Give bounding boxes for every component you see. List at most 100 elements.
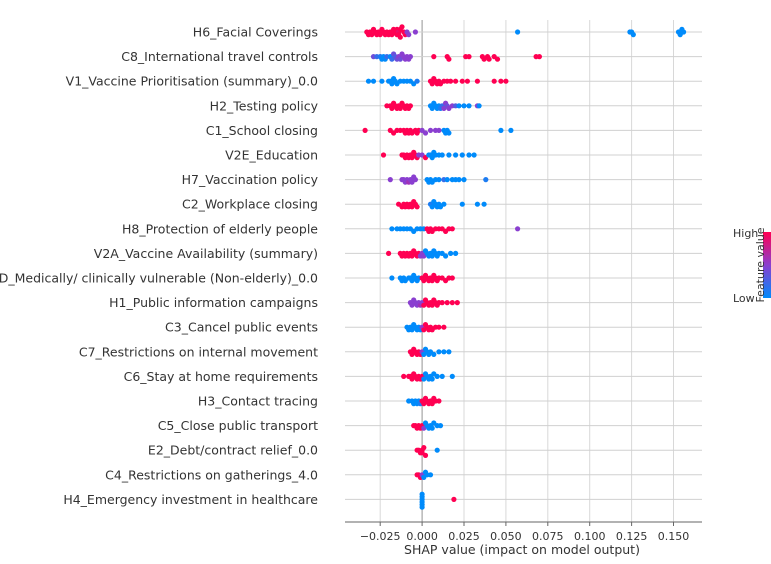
shap-point (407, 103, 413, 109)
shap-point (461, 103, 467, 109)
x-tick-label: 0.100 (574, 530, 606, 543)
shap-point (414, 204, 420, 210)
shap-point (466, 103, 472, 109)
shap-point (407, 54, 413, 60)
shap-point (434, 373, 440, 379)
shap-point (427, 127, 434, 133)
shap-point (459, 152, 465, 158)
x-tick-label: 0.000 (406, 530, 438, 543)
shap-point (380, 152, 387, 158)
shap-point (449, 226, 455, 232)
colorbar-title: Feature value (754, 227, 767, 302)
shap-point (453, 250, 459, 256)
shap-point (379, 78, 385, 84)
shap-point (446, 152, 452, 158)
colorbar: High Low Feature value (733, 227, 771, 305)
shap-point (422, 452, 429, 458)
shap-point (459, 78, 465, 84)
shap-point (446, 349, 452, 355)
shap-point (387, 177, 393, 183)
shap-point (414, 78, 420, 84)
feature-label: H3_Contact tracing (198, 394, 318, 409)
shap-point (464, 78, 470, 84)
shap-point (439, 152, 445, 158)
feature-label: C4_Restrictions on gatherings_4.0 (105, 467, 318, 482)
shap-point (503, 78, 509, 84)
shap-point (436, 127, 442, 133)
shap-point (453, 152, 459, 158)
colorbar-low-label: Low (733, 292, 755, 305)
shap-point (481, 201, 487, 207)
shap-point (436, 398, 442, 404)
shap-point (441, 324, 447, 330)
shap-point (441, 201, 447, 207)
shap-point (439, 373, 445, 379)
feature-label: H8_Protection of elderly people (122, 221, 318, 236)
shap-point (422, 130, 429, 136)
shap-point (466, 54, 472, 60)
shap-point (446, 56, 452, 62)
shap-point (397, 34, 403, 40)
shap-point (436, 349, 442, 355)
feature-label: V2E_Education (225, 148, 318, 163)
feature-label: H7_Vaccination policy (182, 172, 319, 187)
shap-point (449, 300, 455, 306)
shap-point (681, 29, 687, 35)
feature-label: C5_Close public transport (158, 418, 318, 433)
shap-point (630, 31, 636, 38)
colorbar-high-label: High (733, 227, 758, 240)
shap-point (419, 491, 425, 497)
x-tick-label: −0.025 (360, 530, 401, 543)
x-tick-label: 0.150 (658, 530, 690, 543)
x-tick-label: 0.075 (532, 530, 564, 543)
x-tick-label: 0.125 (616, 530, 648, 543)
shap-point (451, 496, 457, 502)
shap-point (471, 152, 477, 158)
shap-point (436, 177, 442, 183)
shap-point (498, 127, 504, 133)
x-axis: −0.025 0.000 0.025 0.050 0.075 0.100 0.125 0.15… (345, 521, 702, 543)
x-tick-label: 0.050 (490, 530, 522, 543)
shap-point (453, 78, 459, 84)
shap-point (431, 54, 437, 60)
shap-point (389, 226, 395, 232)
feature-label: C3_Cancel public events (165, 320, 318, 335)
feature-label: C6_Stay at home requirements (124, 369, 318, 384)
feature-label: C8_International travel controls (121, 49, 318, 64)
feature-rows: H6_Facial Coverings C8_International trav… (0, 25, 702, 507)
shap-point (406, 31, 412, 38)
shap-point (456, 177, 462, 183)
x-tick-label: 0.025 (448, 530, 480, 543)
colorbar-gradient (763, 232, 771, 298)
shap-point (448, 78, 454, 84)
feature-label: H4_Emergency investment in healthcare (63, 492, 318, 507)
feature-label: C1_School closing (206, 123, 318, 138)
shap-point (486, 56, 492, 62)
feature-label: V2D_Medically/ clinically vulnerable (No… (0, 271, 318, 286)
shap-point (441, 349, 447, 355)
shap-point (459, 201, 465, 207)
feature-label: H6_Facial Coverings (193, 25, 318, 40)
shap-point (461, 177, 467, 183)
shap-point (431, 351, 437, 357)
shap-point (444, 300, 450, 306)
shap-point (536, 54, 543, 60)
shap-point (419, 504, 425, 510)
shap-point (439, 300, 445, 306)
shap-point (466, 152, 472, 158)
shap-point (449, 275, 455, 281)
shap-point (429, 376, 435, 382)
shap-point (444, 177, 450, 183)
shap-point (365, 78, 372, 84)
shap-point (429, 425, 435, 431)
feature-label: V2A_Vaccine Availability (summary) (94, 246, 318, 261)
shap-point (456, 103, 462, 109)
feature-label: E2_Debt/contract relief_0.0 (148, 443, 318, 458)
shap-point (362, 127, 368, 133)
shap-point (515, 226, 521, 232)
shap-point (449, 373, 455, 379)
feature-label: C7_Restrictions on internal movement (79, 344, 318, 359)
shap-point (386, 250, 392, 256)
shap-point (474, 201, 480, 207)
